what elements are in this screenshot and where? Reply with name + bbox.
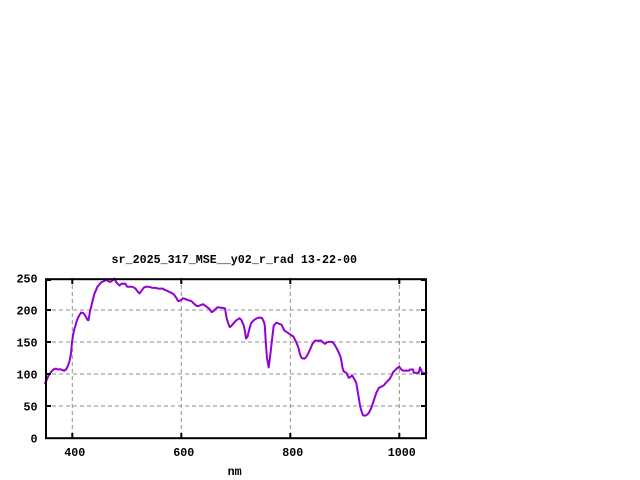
svg-text:nm: nm xyxy=(228,465,242,479)
svg-text:150: 150 xyxy=(16,337,37,351)
svg-text:250: 250 xyxy=(16,273,37,287)
svg-text:200: 200 xyxy=(16,305,37,319)
svg-text:400: 400 xyxy=(64,446,85,460)
svg-text:800: 800 xyxy=(282,446,303,460)
svg-text:1000: 1000 xyxy=(388,446,416,460)
svg-text:600: 600 xyxy=(173,446,194,460)
svg-text:100: 100 xyxy=(16,369,37,383)
svg-text:50: 50 xyxy=(23,401,37,415)
svg-text:sr_2025_317_MSE__y02_r_rad 13-: sr_2025_317_MSE__y02_r_rad 13-22-00 xyxy=(112,253,357,267)
svg-text:0: 0 xyxy=(30,433,37,447)
